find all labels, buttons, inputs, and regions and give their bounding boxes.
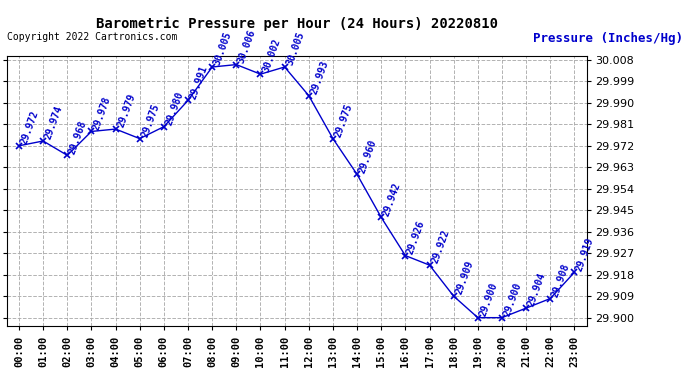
Text: 29.900: 29.900 [502, 281, 524, 318]
Text: Pressure (Inches/Hg): Pressure (Inches/Hg) [533, 32, 683, 45]
Text: 29.942: 29.942 [381, 181, 403, 218]
Text: Barometric Pressure per Hour (24 Hours) 20220810: Barometric Pressure per Hour (24 Hours) … [96, 17, 497, 31]
Text: 29.991: 29.991 [188, 64, 210, 100]
Text: 29.922: 29.922 [429, 229, 451, 265]
Text: 29.975: 29.975 [333, 102, 355, 139]
Text: 29.968: 29.968 [68, 119, 89, 155]
Text: 30.006: 30.006 [236, 28, 258, 64]
Text: 30.002: 30.002 [261, 38, 282, 74]
Text: 30.005: 30.005 [213, 30, 234, 67]
Text: Copyright 2022 Cartronics.com: Copyright 2022 Cartronics.com [7, 32, 177, 42]
Text: 29.978: 29.978 [91, 95, 113, 132]
Text: 29.972: 29.972 [19, 109, 41, 146]
Text: 29.908: 29.908 [551, 262, 572, 299]
Text: 29.975: 29.975 [139, 102, 161, 139]
Text: 29.993: 29.993 [308, 59, 331, 96]
Text: 29.974: 29.974 [43, 105, 65, 141]
Text: 29.926: 29.926 [406, 219, 427, 256]
Text: 29.980: 29.980 [164, 90, 186, 127]
Text: 29.979: 29.979 [115, 93, 137, 129]
Text: 29.960: 29.960 [357, 138, 379, 174]
Text: 29.900: 29.900 [477, 281, 500, 318]
Text: 29.919: 29.919 [574, 236, 596, 272]
Text: 29.909: 29.909 [454, 260, 475, 296]
Text: 30.005: 30.005 [284, 30, 306, 67]
Text: 29.904: 29.904 [526, 272, 548, 308]
